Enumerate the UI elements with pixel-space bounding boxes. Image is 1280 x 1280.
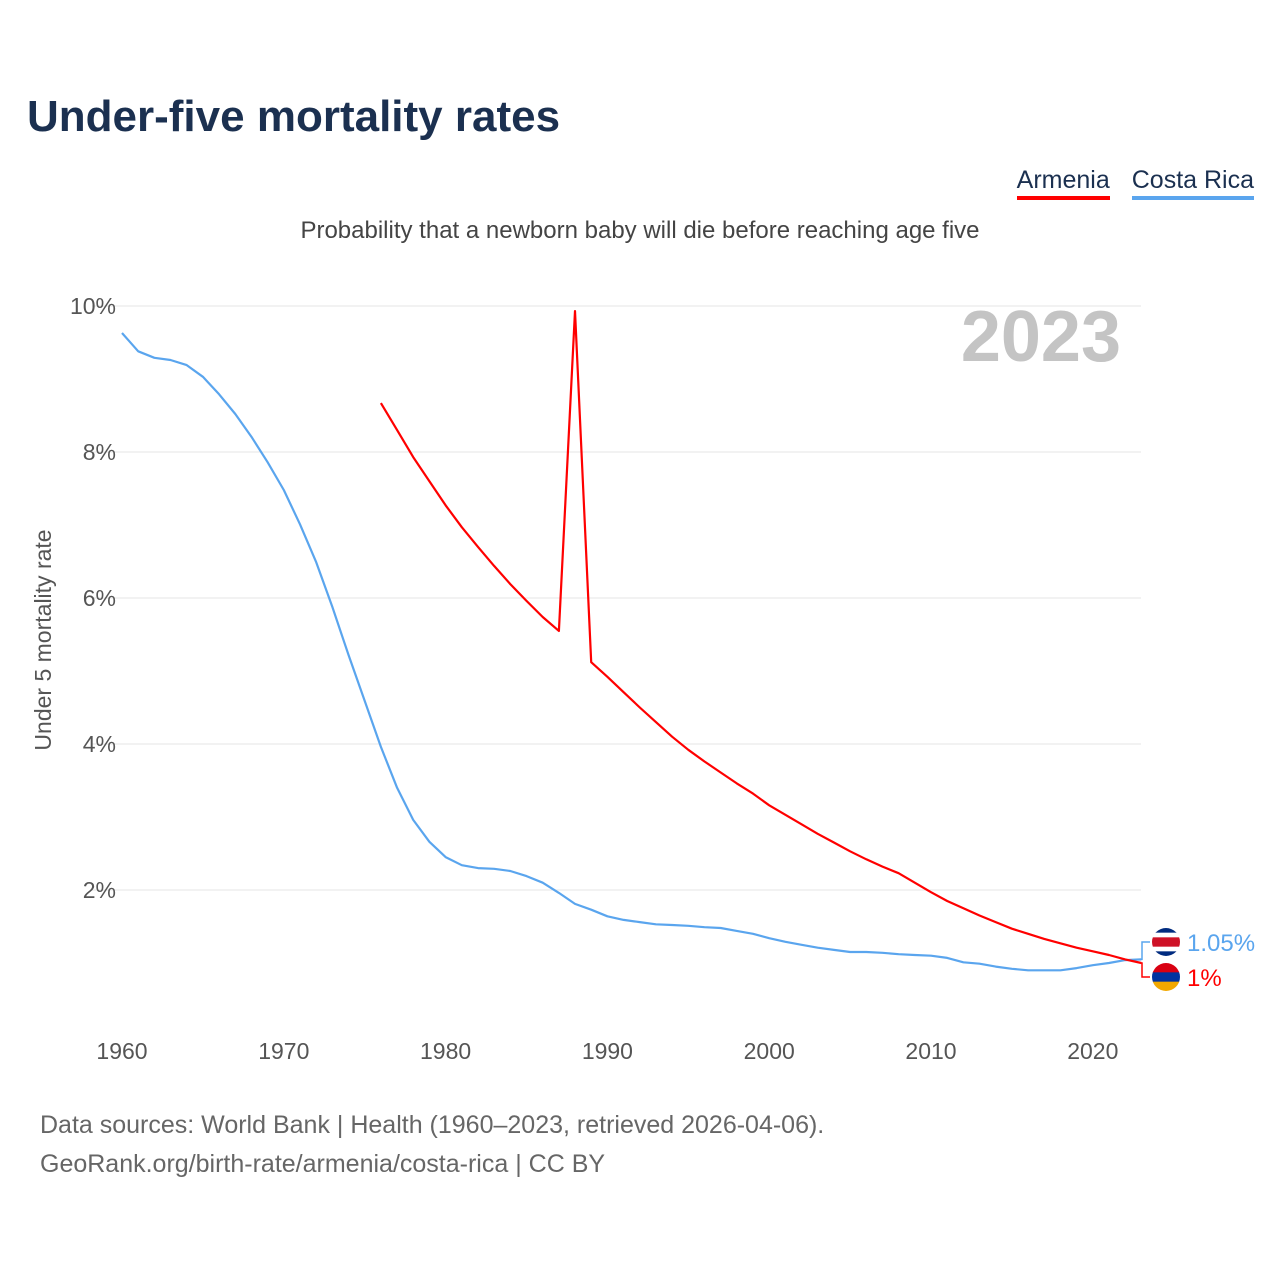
x-tick-label: 2020	[1067, 1038, 1118, 1064]
costa-rica-flag-icon	[1152, 928, 1180, 956]
x-tick-label: 1980	[420, 1038, 471, 1064]
x-tick-label: 1990	[582, 1038, 633, 1064]
x-tick-label: 2010	[905, 1038, 956, 1064]
x-tick-label: 1970	[258, 1038, 309, 1064]
y-tick-label: 2%	[83, 877, 116, 903]
end-value-label: 1.05%	[1187, 930, 1255, 957]
armenia-flag-icon	[1152, 963, 1180, 991]
chart-title: Under-five mortality rates	[27, 92, 561, 141]
y-tick-label: 10%	[70, 293, 116, 319]
end-label-connector	[1141, 962, 1150, 978]
source-line-2[interactable]: GeoRank.org/birth-rate/armenia/costa-ric…	[40, 1150, 606, 1178]
x-tick-label: 2000	[744, 1038, 795, 1064]
source-line-1: Data sources: World Bank | Health (1960–…	[40, 1111, 825, 1139]
legend-costa-rica[interactable]: Costa Rica	[1131, 166, 1254, 200]
end-label-connector	[1141, 941, 1150, 961]
y-tick-label: 8%	[83, 439, 116, 465]
series-line-costa-rica	[121, 332, 1142, 972]
series-line-armenia	[379, 310, 1142, 965]
chart-subtitle: Probability that a newborn baby will die…	[300, 217, 980, 244]
legend-armenia[interactable]: Armenia	[1016, 166, 1110, 200]
x-tick-label: 1960	[96, 1038, 147, 1064]
y-tick-label: 6%	[83, 585, 116, 611]
year-label: 2023	[961, 297, 1121, 377]
legend: Armenia Costa Rica	[1016, 166, 1254, 200]
source-note: Data sources: World Bank | Health (1960–…	[40, 1106, 824, 1184]
y-tick-label: 4%	[83, 731, 116, 757]
end-value-label: 1%	[1187, 965, 1222, 992]
y-axis-label: Under 5 mortality rate	[30, 529, 56, 750]
